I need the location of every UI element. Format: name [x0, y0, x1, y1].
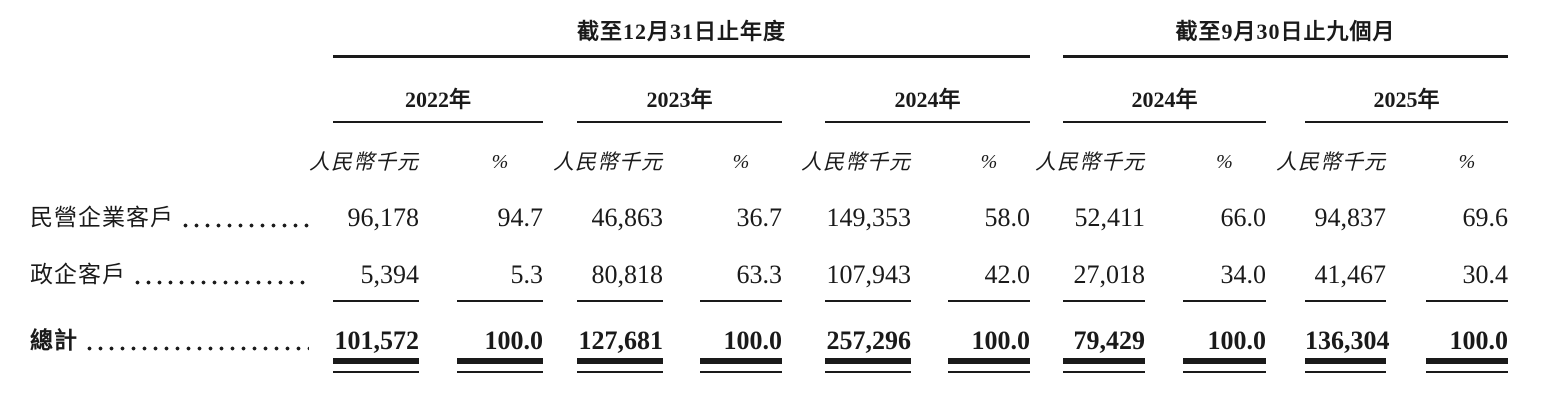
total-double-rule	[457, 358, 543, 373]
table-row-total: 總計 101,572 100.0 127,681 100.0 257,296 1…	[0, 326, 1550, 356]
year-header-2024: 2024年	[894, 87, 961, 112]
cell-total-percent-2024-9m: 100.0	[1207, 326, 1267, 355]
cell-percent-2024-9m: 34.0	[1220, 260, 1267, 289]
year-header-rules	[0, 121, 1550, 123]
cell-amount-2023: 46,863	[591, 203, 664, 232]
year-header-2022: 2022年	[404, 87, 471, 112]
cell-total-amount-2025: 136,304	[1305, 326, 1390, 355]
cell-amount-2024-9m: 27,018	[1073, 260, 1146, 289]
cell-total-amount-2024-9m: 79,429	[1073, 326, 1146, 355]
cell-percent-2024: 42.0	[984, 260, 1031, 289]
cell-amount-2022: 5,394	[360, 260, 420, 289]
total-double-rule	[825, 358, 911, 373]
cell-percent-2023: 36.7	[736, 203, 783, 232]
year-header-2025: 2025年	[1373, 87, 1440, 112]
year-header-2024-9m: 2024年	[1131, 87, 1198, 112]
percent-header-2024: %	[980, 151, 998, 173]
total-double-rule	[1305, 358, 1386, 373]
period-group-header-row: 截至12月31日止年度 截至9月30日止九個月	[0, 16, 1550, 48]
cell-total-percent-2023: 100.0	[723, 326, 783, 355]
cell-amount-2024-9m: 52,411	[1074, 203, 1145, 232]
total-double-rule	[700, 358, 782, 373]
cell-percent-2022: 5.3	[510, 260, 544, 289]
row-label-private-enterprise: 民營企業客戶	[0, 203, 333, 233]
unit-header-2022: 人民幣千元	[309, 150, 419, 174]
subtotal-rule	[825, 300, 911, 302]
total-double-rule	[1426, 358, 1508, 373]
table-row-government-enterprise: 政企客戶 5,394 5.3 80,818 63.3 107,943 42.0 …	[0, 260, 1550, 290]
rule-year-2024	[825, 121, 1030, 123]
rule-nine-months-group	[1063, 55, 1508, 58]
subtotal-rule	[1305, 300, 1386, 302]
cell-percent-2022: 94.7	[497, 203, 544, 232]
cell-total-percent-2022: 100.0	[484, 326, 544, 355]
dot-leader	[180, 203, 309, 233]
cell-percent-2024-9m: 66.0	[1220, 203, 1267, 232]
row-label-government-enterprise: 政企客戶	[0, 260, 333, 290]
rule-year-2025	[1305, 121, 1508, 123]
unit-header-2024-9m: 人民幣千元	[1035, 150, 1145, 174]
group-header-rules	[0, 55, 1550, 58]
rule-year-ended-group	[333, 55, 1030, 58]
subtotal-rule	[1183, 300, 1266, 302]
cell-total-percent-2024: 100.0	[971, 326, 1031, 355]
cell-percent-2023: 63.3	[736, 260, 783, 289]
row-label-text: 民營企業客戶	[30, 205, 174, 230]
table-row-private-enterprise: 民營企業客戶 96,178 94.7 46,863 36.7 149,353 5…	[0, 203, 1550, 233]
cell-amount-2024: 107,943	[826, 260, 912, 289]
subtotal-rules	[0, 300, 1550, 302]
subtotal-rule	[1426, 300, 1508, 302]
cell-amount-2022: 96,178	[347, 203, 420, 232]
cell-percent-2025: 30.4	[1462, 260, 1509, 289]
rule-year-2023	[577, 121, 782, 123]
cell-total-percent-2025: 100.0	[1449, 326, 1509, 355]
unit-header-2025: 人民幣千元	[1276, 150, 1386, 174]
row-label-total: 總計	[0, 326, 333, 356]
subtotal-rule	[457, 300, 543, 302]
cell-amount-2025: 94,837	[1314, 203, 1387, 232]
cell-percent-2025: 69.6	[1462, 203, 1509, 232]
subtotal-rule	[577, 300, 663, 302]
cell-amount-2025: 41,467	[1314, 260, 1387, 289]
total-double-rule	[1183, 358, 1266, 373]
total-double-rule	[333, 358, 419, 373]
row-label-text: 總計	[30, 328, 78, 353]
total-double-rules	[0, 358, 1550, 373]
percent-header-2022: %	[491, 151, 509, 173]
subtotal-rule	[700, 300, 782, 302]
subtotal-rule	[948, 300, 1030, 302]
total-double-rule	[577, 358, 663, 373]
cell-amount-2024: 149,353	[826, 203, 912, 232]
cell-total-amount-2024: 257,296	[826, 326, 912, 355]
dot-leader	[132, 260, 309, 290]
group-header-year-ended: 截至12月31日止年度	[576, 19, 786, 44]
cell-amount-2023: 80,818	[591, 260, 664, 289]
rule-year-2024-9m	[1063, 121, 1266, 123]
cell-percent-2024: 58.0	[984, 203, 1031, 232]
subtotal-rule	[1063, 300, 1145, 302]
percent-header-2023: %	[732, 151, 750, 173]
column-header-row: 人民幣千元 % 人民幣千元 % 人民幣千元 % 人民幣千元 % 人民幣千元 %	[0, 146, 1550, 178]
year-header-2023: 2023年	[646, 87, 713, 112]
cell-total-amount-2023: 127,681	[578, 326, 664, 355]
cell-total-amount-2022: 101,572	[334, 326, 420, 355]
row-label-text: 政企客戶	[30, 262, 126, 287]
total-double-rule	[948, 358, 1030, 373]
unit-header-2023: 人民幣千元	[553, 150, 663, 174]
unit-header-2024: 人民幣千元	[801, 150, 911, 174]
year-header-row: 2022年 2023年 2024年 2024年 2025年	[0, 86, 1550, 114]
dot-leader	[84, 326, 309, 356]
percent-header-2025: %	[1458, 151, 1476, 173]
group-header-nine-months: 截至9月30日止九個月	[1175, 19, 1396, 44]
total-double-rule	[1063, 358, 1145, 373]
subtotal-rule	[333, 300, 419, 302]
percent-header-2024-9m: %	[1216, 151, 1233, 173]
rule-year-2022	[333, 121, 543, 123]
